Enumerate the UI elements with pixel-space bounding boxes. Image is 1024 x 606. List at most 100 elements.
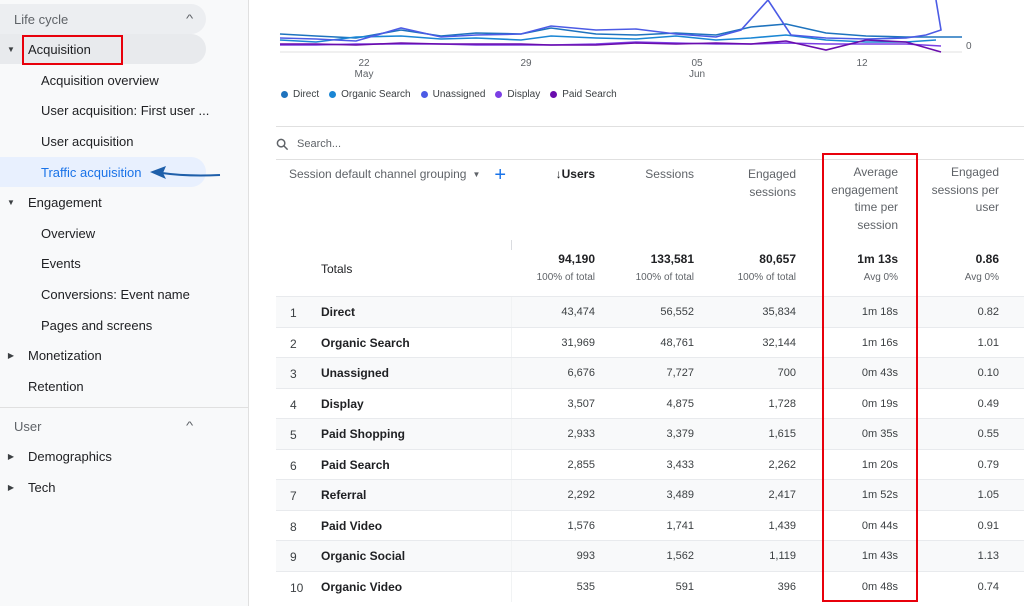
- cell-avg-time: 0m 48s: [861, 581, 898, 593]
- sidebar-item-pages-and-screens[interactable]: Pages and screens: [0, 310, 206, 340]
- row-index: 5: [290, 428, 297, 442]
- chevron-up-icon[interactable]: ^: [185, 13, 194, 25]
- table-row[interactable]: 10 Organic Video 535 591 396 0m 48s 0.74: [276, 571, 1024, 602]
- column-header-sessions[interactable]: Sessions: [645, 166, 694, 184]
- channel-name[interactable]: Organic Video: [321, 580, 403, 594]
- cell-divider: [511, 480, 512, 510]
- sidebar-item-traffic-acquisition[interactable]: Traffic acquisition: [0, 157, 206, 187]
- cell-engaged-per-user: 0.91: [977, 520, 999, 532]
- x-tick-day: 05: [691, 58, 703, 69]
- chevron-up-icon[interactable]: ^: [185, 420, 194, 432]
- sidebar-item-overview[interactable]: Overview: [0, 218, 206, 248]
- table-row[interactable]: 1 Direct 43,474 56,552 35,834 1m 18s 0.8…: [276, 296, 1024, 327]
- sidebar-item-conversions[interactable]: Conversions: Event name: [0, 279, 206, 309]
- legend-item-display[interactable]: Display: [495, 89, 540, 100]
- table-row[interactable]: 5 Paid Shopping 2,933 3,379 1,615 0m 35s…: [276, 418, 1024, 449]
- cell-users: 2,855: [567, 459, 595, 471]
- totals-sessions-sub: 100% of total: [635, 272, 694, 283]
- sidebar-item-user-acquisition[interactable]: User acquisition: [0, 126, 206, 156]
- dimension-label: Session default channel grouping: [289, 167, 467, 181]
- channel-name[interactable]: Paid Search: [321, 458, 390, 472]
- legend-item-paid-search[interactable]: Paid Search: [550, 89, 617, 100]
- sidebar-item-tech[interactable]: ▶ Tech: [0, 472, 206, 502]
- table-top-divider: [276, 159, 1024, 160]
- caret-down-icon: ▼: [7, 44, 15, 54]
- header-label: ↓Users: [555, 167, 595, 181]
- sidebar-item-events[interactable]: Events: [0, 248, 206, 278]
- caret-right-icon: ▶: [7, 482, 15, 492]
- table-row[interactable]: 7 Referral 2,292 3,489 2,417 1m 52s 1.05: [276, 479, 1024, 510]
- table-row[interactable]: 4 Display 3,507 4,875 1,728 0m 19s 0.49: [276, 388, 1024, 419]
- chart-series-group: [279, 0, 962, 53]
- channel-name[interactable]: Direct: [321, 305, 356, 319]
- column-header-engaged-sessions-per-user[interactable]: Engaged sessions per user: [932, 164, 999, 217]
- legend-dot-icon: [329, 91, 337, 98]
- legend-dot-icon: [281, 91, 288, 98]
- sidebar-item-user-acquisition-first-user[interactable]: User acquisition: First user ...: [0, 95, 209, 125]
- sidebar-item-label: Pages and screens: [41, 317, 153, 333]
- column-header-avg-engagement-time[interactable]: Average engagement time per session: [831, 164, 898, 234]
- legend-label: Organic Search: [341, 89, 411, 100]
- cell-avg-time: 1m 20s: [861, 459, 898, 471]
- sidebar-item-label: Demographics: [28, 448, 112, 464]
- header-label: engagement: [831, 182, 898, 197]
- sidebar-item-acquisition[interactable]: ▼ Acquisition: [0, 34, 206, 64]
- cell-divider: [511, 328, 512, 358]
- legend-item-organic-search[interactable]: Organic Search: [329, 89, 411, 100]
- table-row[interactable]: 9 Organic Social 993 1,562 1,119 1m 43s …: [276, 540, 1024, 571]
- sidebar-item-monetization[interactable]: ▶ Monetization: [0, 340, 206, 370]
- table-search[interactable]: Search...: [276, 132, 341, 156]
- channel-name[interactable]: Display: [321, 397, 364, 411]
- sidebar-item-label: Acquisition: [28, 41, 91, 57]
- header-label: time per: [854, 200, 898, 214]
- dimension-column-header[interactable]: Session default channel grouping ▼ +: [289, 163, 507, 186]
- channel-name[interactable]: Paid Video: [321, 519, 383, 533]
- cell-sessions: 7,727: [666, 367, 694, 379]
- table-row[interactable]: 8 Paid Video 1,576 1,741 1,439 0m 44s 0.…: [276, 510, 1024, 541]
- series-line-unassigned: [279, 0, 942, 42]
- channel-name[interactable]: Referral: [321, 488, 367, 502]
- channel-name[interactable]: Organic Social: [321, 549, 406, 563]
- cell-avg-time: 0m 43s: [861, 367, 898, 379]
- channel-name[interactable]: Organic Search: [321, 336, 410, 350]
- legend-item-unassigned[interactable]: Unassigned: [420, 89, 485, 100]
- cell-avg-time: 1m 52s: [861, 489, 898, 501]
- sidebar-item-label: Events: [41, 255, 81, 271]
- section-header-life-cycle[interactable]: Life cycle ^: [0, 4, 206, 34]
- header-label: user: [975, 200, 999, 214]
- section-header-user[interactable]: User ^: [0, 411, 206, 441]
- cell-divider: [511, 358, 512, 388]
- sidebar-item-engagement[interactable]: ▼ Engagement: [0, 187, 206, 217]
- arrow-annotation-icon: [150, 166, 221, 179]
- sidebar-item-label: Acquisition overview: [41, 72, 159, 88]
- cell-avg-time: 1m 18s: [861, 306, 898, 318]
- cell-divider: [511, 511, 512, 541]
- search-input[interactable]: Search...: [297, 138, 342, 150]
- sidebar-divider: [0, 407, 249, 408]
- search-icon: [276, 138, 289, 150]
- column-header-users[interactable]: ↓Users: [556, 166, 595, 184]
- totals-engaged-per-user-sub: Avg 0%: [964, 272, 999, 283]
- column-header-engaged-sessions[interactable]: Engaged sessions: [748, 166, 796, 201]
- channel-name[interactable]: Unassigned: [321, 366, 390, 380]
- cell-divider: [511, 450, 512, 480]
- cell-sessions: 591: [675, 581, 694, 593]
- table-row[interactable]: 6 Paid Search 2,855 3,433 2,262 1m 20s 0…: [276, 449, 1024, 480]
- sidebar-item-label: Engagement: [28, 194, 102, 210]
- dropdown-caret-icon[interactable]: ▼: [472, 170, 481, 179]
- totals-users: 94,190: [558, 252, 595, 266]
- channel-name[interactable]: Paid Shopping: [321, 427, 405, 441]
- cell-engaged-per-user: 0.82: [977, 306, 999, 318]
- add-dimension-icon[interactable]: +: [494, 163, 507, 186]
- legend-dot-icon: [550, 91, 558, 98]
- sidebar-item-acquisition-overview[interactable]: Acquisition overview: [0, 65, 206, 95]
- sidebar-item-retention[interactable]: Retention: [0, 371, 206, 401]
- table-row[interactable]: 3 Unassigned 6,676 7,727 700 0m 43s 0.10: [276, 357, 1024, 388]
- totals-engaged-sessions-sub: 100% of total: [737, 272, 796, 283]
- legend-item-direct[interactable]: Direct: [281, 89, 319, 100]
- legend-dot-icon: [495, 91, 503, 98]
- cell-sessions: 3,433: [666, 459, 694, 471]
- table-row[interactable]: 2 Organic Search 31,969 48,761 32,144 1m…: [276, 327, 1024, 358]
- row-index: 9: [290, 550, 297, 564]
- sidebar-item-demographics[interactable]: ▶ Demographics: [0, 441, 206, 471]
